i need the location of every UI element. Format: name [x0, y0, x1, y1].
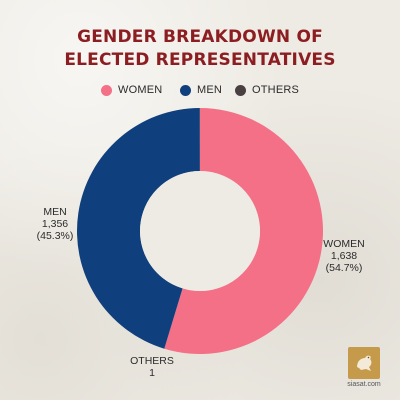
slice-value-women: 1,638 [330, 250, 358, 262]
donut-slice-women [164, 108, 324, 355]
legend-item-women: WOMEN [101, 84, 162, 96]
legend-swatch-men [180, 84, 191, 96]
slice-name-women: WOMEN [323, 238, 365, 250]
chart-title-line-1: GENDER BREAKDOWN OF [77, 27, 323, 47]
slice-label-others: OTHERS 1 [122, 355, 182, 379]
slice-label-women: WOMEN 1,638 (54.7%) [316, 238, 372, 274]
slice-label-men: MEN 1,356 (45.3%) [30, 206, 80, 242]
slice-value-men: 1,356 [41, 218, 69, 230]
legend-swatch-women [101, 84, 112, 96]
slice-value-others: 1 [149, 367, 155, 379]
chart-title-line-2: ELECTED REPRESENTATIVES [64, 50, 336, 70]
legend-label-others: OTHERS [252, 84, 300, 96]
slice-percent-men: (45.3%) [36, 230, 74, 242]
slice-percent-women: (54.7%) [325, 262, 363, 274]
legend-swatch-others [235, 84, 246, 96]
legend-item-others: OTHERS [235, 84, 299, 96]
legend-label-women: WOMEN [118, 84, 163, 96]
slice-name-others: OTHERS [130, 355, 174, 367]
legend-label-men: MEN [197, 84, 223, 96]
donut-hole [140, 171, 260, 291]
legend-item-men: MEN [180, 84, 222, 96]
brand-name: siasat.com [347, 381, 381, 388]
pigeon-icon [348, 347, 380, 379]
slice-name-men: MEN [43, 206, 67, 218]
donut-slice-men [77, 108, 200, 349]
brand-logo: siasat.com [344, 347, 384, 388]
legend: WOMEN MEN OTHERS [0, 84, 400, 98]
